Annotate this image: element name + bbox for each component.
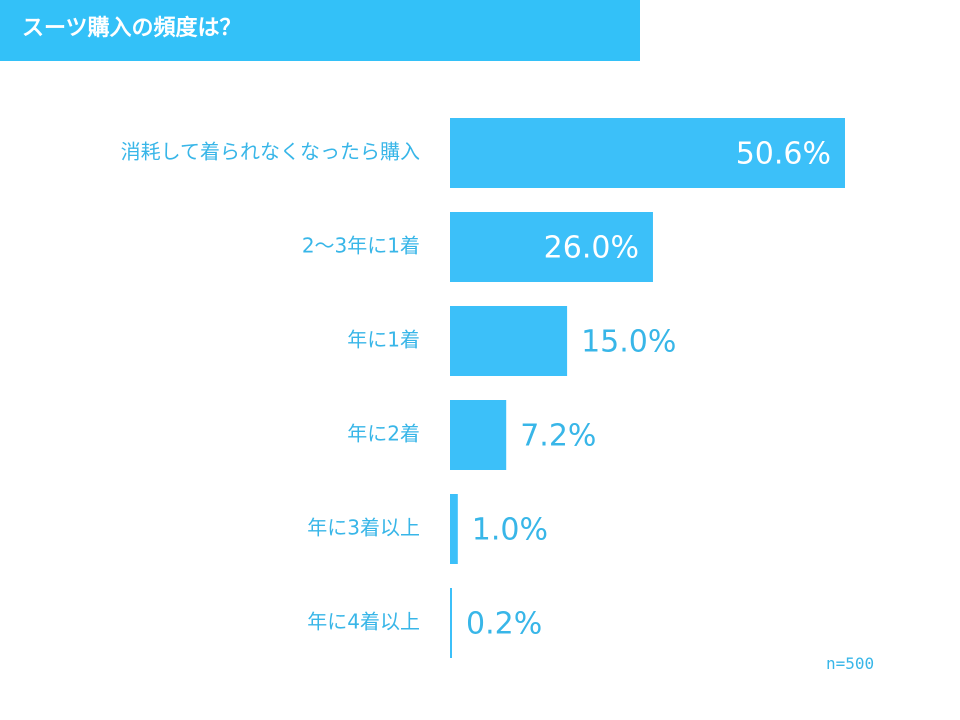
category-label: 消耗して着られなくなったら購入 — [121, 140, 420, 164]
category-label: 年に2着 — [347, 422, 420, 446]
category-label: 2～3年に1着 — [302, 234, 420, 258]
category-label: 年に3着以上 — [307, 516, 420, 540]
value-label: 7.2% — [520, 419, 596, 454]
bar — [450, 494, 458, 564]
bar — [450, 212, 653, 282]
bar — [450, 400, 507, 470]
sample-size-note: n=500 — [826, 654, 875, 673]
value-label: 1.0% — [472, 513, 548, 548]
category-label: 年に1着 — [347, 328, 420, 352]
value-label: 50.6% — [736, 137, 831, 172]
bar — [450, 306, 568, 376]
bar — [450, 588, 452, 658]
category-label: 年に4着以上 — [307, 610, 420, 634]
chart-title: スーツ購入の頻度は？ — [22, 16, 242, 41]
bar — [450, 118, 845, 188]
title-bar: スーツ購入の頻度は？ — [0, 0, 640, 61]
value-label: 0.2% — [466, 607, 542, 642]
value-label: 26.0% — [544, 231, 639, 266]
value-label: 15.0% — [581, 325, 676, 360]
